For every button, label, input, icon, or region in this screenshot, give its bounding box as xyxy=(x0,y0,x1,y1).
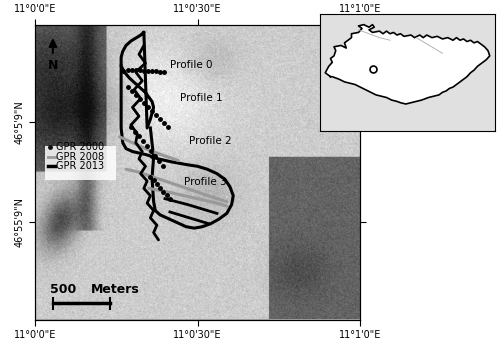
Text: N: N xyxy=(48,59,58,72)
Text: Profile 0: Profile 0 xyxy=(170,60,212,70)
Text: GPR 2013: GPR 2013 xyxy=(56,161,104,171)
Text: Profile 2: Profile 2 xyxy=(190,136,232,146)
Bar xyxy=(45,146,116,180)
Text: Profile 3: Profile 3 xyxy=(184,178,227,187)
Text: GPR 2008: GPR 2008 xyxy=(56,152,104,162)
Text: Profile 1: Profile 1 xyxy=(180,93,222,103)
Text: 500: 500 xyxy=(50,283,76,296)
Text: GPR 2000: GPR 2000 xyxy=(56,142,104,152)
Text: Meters: Meters xyxy=(91,283,140,296)
Polygon shape xyxy=(325,24,490,104)
